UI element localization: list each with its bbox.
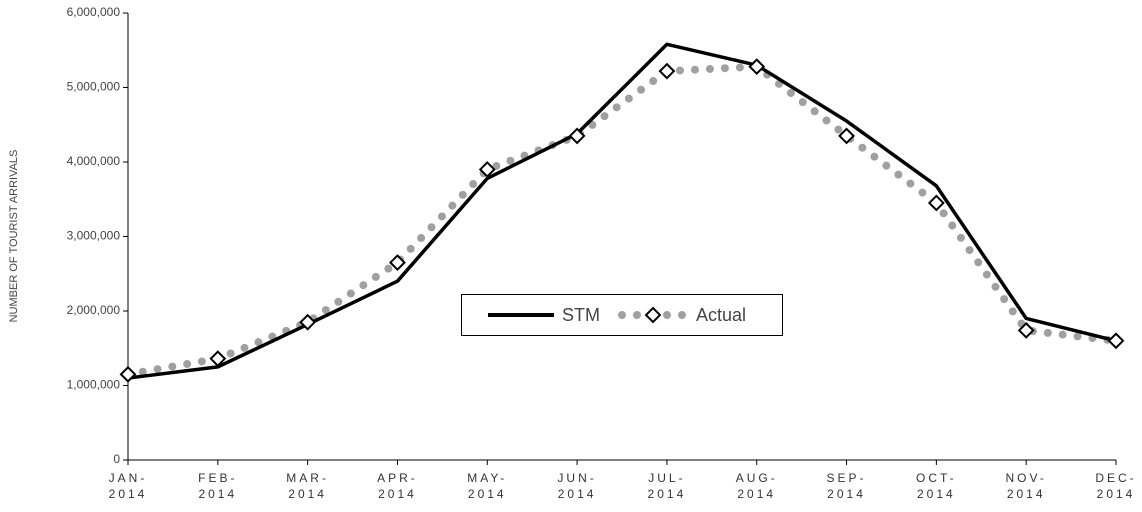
actual-marker [927,194,945,212]
actual-marker [209,350,227,368]
y-axis-title: NUMBER OF TOURIST ARRIVALS [8,150,20,323]
actual-marker [838,127,855,145]
y-tick-label: 3,000,000 [67,229,121,243]
actual-line [124,62,1120,379]
y-tick-label: 6,000,000 [67,5,121,19]
x-tick-label: MAY- 2014 [467,471,508,501]
x-tick-label: OCT- 2014 [916,471,957,501]
actual-marker [119,365,137,383]
legend: STM Actual [461,294,783,336]
x-tick-label: MAR- 2014 [286,471,329,501]
y-tick-label: 2,000,000 [67,303,121,317]
actual-marker [748,58,766,76]
stm-line [127,42,1117,380]
actual-marker [1017,321,1035,339]
x-tick-label: JUN- 2014 [557,471,597,501]
x-tick-label: AUG- 2014 [735,471,778,501]
x-tick-label: JAN- 2014 [108,471,148,501]
actual-marker [389,254,406,271]
actual-marker [299,313,317,331]
x-tick-label: NOV- 2014 [1005,471,1047,501]
x-tick-label: SEP- 2014 [826,471,867,501]
legend-actual-marker [644,306,662,324]
actual-marker [568,127,586,145]
y-tick-label: 0 [113,452,120,466]
legend-swatches [488,306,688,324]
x-tick-label: APR- 2014 [377,471,418,501]
y-tick-label: 1,000,000 [67,378,121,392]
actual-marker [1107,332,1125,350]
legend-label: Actual [696,305,747,325]
y-tick-label: 5,000,000 [67,80,121,94]
x-tick-label: JUL- 2014 [647,471,687,501]
actual-marker [658,62,676,80]
legend-label: STM [562,305,600,325]
x-tick-label: DEC- 2014 [1095,471,1137,501]
x-tick-label: FEB- 2014 [198,471,238,501]
actual-marker [478,161,496,178]
y-tick-label: 4,000,000 [67,154,121,168]
